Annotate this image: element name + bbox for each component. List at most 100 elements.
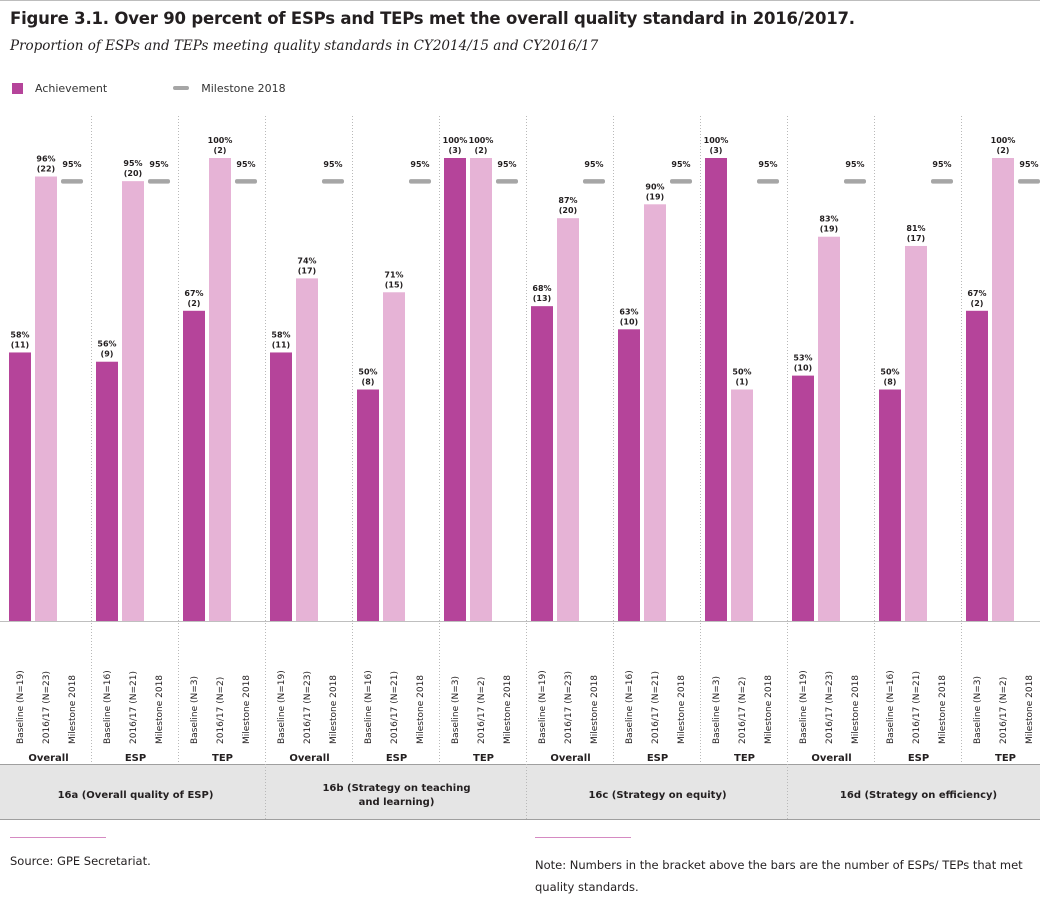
current-pct-label: 90%: [645, 182, 664, 191]
current-bar: [296, 278, 318, 621]
current-pct-label: 100%: [208, 136, 233, 145]
milestone-pct-label: 95%: [149, 160, 168, 169]
current-count-label: (20): [559, 206, 577, 215]
current-axis-label: 2016/17 (N=23): [303, 671, 313, 744]
baseline-pct-label: 100%: [704, 136, 729, 145]
current-axis-label: 2016/17 (N=2): [216, 677, 226, 744]
note-rule: [535, 837, 631, 838]
baseline-pct-label: 63%: [619, 307, 638, 316]
milestone-axis-label: Milestone 2018: [764, 675, 774, 744]
baseline-bar: [444, 158, 466, 621]
milestone-axis-label: Milestone 2018: [155, 675, 165, 744]
current-bar: [818, 236, 840, 621]
group-label-band: [0, 764, 1040, 820]
milestone-axis-label: Milestone 2018: [416, 675, 426, 744]
group-label-line2: and learning): [359, 797, 435, 808]
current-pct-label: 100%: [991, 136, 1016, 145]
baseline-count-label: (10): [794, 364, 812, 373]
milestone-axis-label: Milestone 2018: [242, 675, 252, 744]
baseline-axis-label: Baseline (N=16): [103, 670, 113, 744]
milestone-pct-label: 95%: [497, 160, 516, 169]
current-axis-label: 2016/17 (N=23): [564, 671, 574, 744]
milestone-axis-label: Milestone 2018: [1025, 675, 1035, 744]
current-bar: [122, 181, 144, 621]
baseline-bar: [966, 310, 988, 621]
baseline-axis-label: Baseline (N=16): [886, 670, 896, 744]
current-bar: [383, 292, 405, 621]
legend-achievement-label: Achievement: [35, 81, 108, 95]
current-pct-label: 50%: [732, 368, 751, 377]
current-axis-label: 2016/17 (N=2): [738, 677, 748, 744]
baseline-pct-label: 53%: [793, 354, 812, 363]
subgroup-label: Overall: [550, 753, 590, 764]
current-axis-label: 2016/17 (N=2): [477, 677, 487, 744]
source-rule: [10, 837, 106, 838]
baseline-count-label: (3): [449, 146, 462, 155]
current-count-label: (15): [385, 280, 403, 289]
milestone-pct-label: 95%: [584, 160, 603, 169]
current-bar: [644, 204, 666, 622]
current-count-label: (22): [37, 165, 55, 174]
baseline-count-label: (11): [11, 340, 29, 349]
current-pct-label: 95%: [123, 159, 142, 168]
current-count-label: (2): [997, 146, 1010, 155]
milestone-axis-label: Milestone 2018: [590, 675, 600, 744]
baseline-count-label: (13): [533, 294, 551, 303]
baseline-count-label: (9): [101, 350, 114, 359]
milestone-pct-label: 95%: [758, 160, 777, 169]
baseline-pct-label: 58%: [271, 330, 290, 339]
milestone-marker: [235, 179, 257, 184]
baseline-axis-label: Baseline (N=19): [538, 670, 548, 744]
current-axis-label: 2016/17 (N=21): [390, 671, 400, 744]
current-axis-label: 2016/17 (N=23): [825, 671, 835, 744]
baseline-bar: [357, 389, 379, 621]
current-axis-label: 2016/17 (N=23): [42, 671, 52, 744]
baseline-pct-label: 67%: [967, 289, 986, 298]
subgroup-label: ESP: [386, 753, 407, 764]
baseline-axis-label: Baseline (N=3): [712, 676, 722, 744]
baseline-pct-label: 50%: [358, 368, 377, 377]
current-count-label: (19): [820, 225, 838, 234]
baseline-bar: [705, 158, 727, 621]
baseline-bar: [792, 375, 814, 621]
subgroup-label: TEP: [995, 753, 1016, 764]
milestone-pct-label: 95%: [62, 160, 81, 169]
milestone-pct-label: 95%: [323, 160, 342, 169]
milestone-marker: [670, 179, 692, 184]
milestone-axis-label: Milestone 2018: [68, 675, 78, 744]
milestone-pct-label: 95%: [932, 160, 951, 169]
milestone-marker: [931, 179, 953, 184]
baseline-pct-label: 58%: [10, 330, 29, 339]
milestone-marker: [148, 179, 170, 184]
baseline-axis-label: Baseline (N=3): [451, 676, 461, 744]
baseline-axis-label: Baseline (N=19): [16, 670, 26, 744]
subgroup-label: ESP: [647, 753, 668, 764]
current-count-label: (2): [214, 146, 227, 155]
baseline-bar: [9, 352, 31, 621]
baseline-pct-label: 67%: [184, 289, 203, 298]
baseline-axis-label: Baseline (N=3): [190, 676, 200, 744]
figure-title: Figure 3.1. Over 90 percent of ESPs and …: [10, 9, 855, 28]
baseline-bar: [183, 310, 205, 621]
subgroup-label: ESP: [908, 753, 929, 764]
baseline-axis-label: Baseline (N=3): [973, 676, 983, 744]
current-bar: [905, 245, 927, 621]
milestone-pct-label: 95%: [671, 160, 690, 169]
legend-achievement-swatch: [12, 82, 23, 94]
milestone-axis-label: Milestone 2018: [851, 675, 861, 744]
baseline-bar: [96, 361, 118, 621]
milestone-pct-label: 95%: [236, 160, 255, 169]
current-pct-label: 74%: [297, 256, 316, 265]
milestone-axis-label: Milestone 2018: [329, 675, 339, 744]
milestone-pct-label: 95%: [1019, 160, 1038, 169]
baseline-count-label: (2): [188, 299, 201, 308]
baseline-pct-label: 50%: [880, 368, 899, 377]
current-count-label: (1): [736, 378, 749, 387]
baseline-pct-label: 100%: [443, 136, 468, 145]
milestone-marker: [1018, 179, 1040, 184]
milestone-axis-label: Milestone 2018: [677, 675, 687, 744]
milestone-marker: [322, 179, 344, 184]
subgroup-label: Overall: [28, 753, 68, 764]
subgroup-label: TEP: [734, 753, 755, 764]
current-pct-label: 83%: [819, 215, 838, 224]
